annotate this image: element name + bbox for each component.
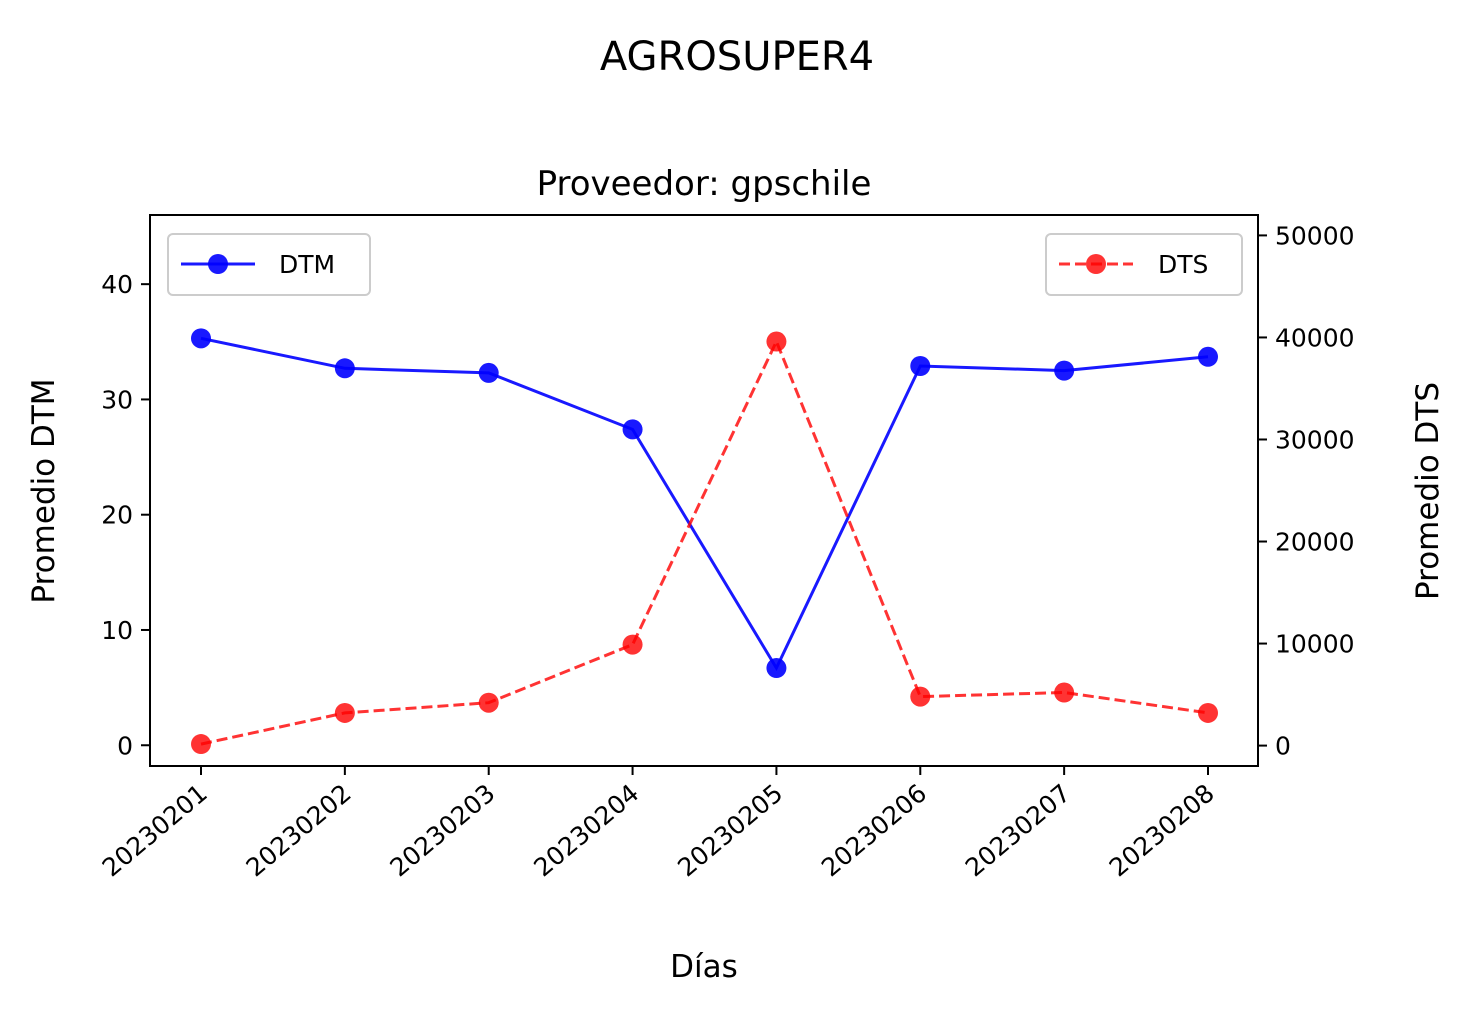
- left-y-tick-label: 20: [101, 501, 133, 530]
- legend-dtm-label: DTM: [279, 250, 335, 279]
- data-point-dts: [766, 331, 787, 352]
- right-y-axis-label: Promedio DTS: [1410, 382, 1446, 600]
- data-point-dts: [478, 692, 499, 713]
- chart-title: Proveedor: gpschile: [537, 164, 872, 204]
- data-point-dts: [334, 702, 355, 723]
- suptitle: AGROSUPER4: [600, 34, 874, 80]
- x-tick-label: 20230208: [1104, 778, 1220, 882]
- data-point-dtm: [478, 362, 499, 383]
- right-y-tick-label: 0: [1275, 732, 1291, 761]
- right-y-tick-label: 20000: [1275, 528, 1355, 557]
- data-point-dts: [910, 686, 931, 707]
- series-lines: [191, 328, 1218, 755]
- series-line-dtm: [200, 336, 1209, 672]
- x-tick-label: 20230207: [960, 778, 1076, 882]
- legend-dtm-box: [167, 233, 371, 296]
- right-y-tick-label: 40000: [1275, 323, 1355, 352]
- x-tick-label: 20230203: [384, 778, 500, 882]
- x-tick-label: 20230204: [528, 778, 644, 882]
- left-y-tick-label: 30: [101, 385, 133, 414]
- right-y-tick-label: 50000: [1275, 221, 1355, 250]
- legend-dtm-marker: [208, 254, 228, 274]
- series-line-dts: [200, 337, 1209, 746]
- data-point-dtm: [1198, 346, 1218, 367]
- left-y-tick-label: 10: [101, 616, 133, 645]
- legend-dts-label: DTS: [1158, 250, 1208, 279]
- data-point-dts: [622, 634, 643, 655]
- legend-dtm: DTM: [167, 233, 371, 296]
- legend-dts-box: [1045, 233, 1243, 296]
- data-point-dtm: [334, 358, 355, 379]
- data-point-dts: [191, 734, 211, 755]
- data-point-dtm: [766, 658, 787, 679]
- x-ticks: 20230201 20230202 20230203 20230204 20230205…: [97, 766, 1220, 882]
- left-y-axis-label: Promedio DTM: [26, 378, 62, 603]
- data-point-dtm: [1054, 360, 1075, 381]
- left-y-tick-label: 40: [101, 270, 133, 299]
- data-point-dtm: [622, 419, 643, 440]
- left-y-ticks: 0 10 20 30 40: [101, 270, 150, 760]
- x-tick-label: 20230205: [672, 778, 788, 882]
- legend-dts-marker: [1086, 254, 1106, 274]
- right-y-ticks: 0 10000 20000 30000 40000 50000: [1258, 221, 1355, 761]
- x-axis-label: Días: [670, 949, 738, 985]
- data-point-dtm: [910, 356, 931, 377]
- right-y-tick-label: 10000: [1275, 630, 1355, 659]
- data-point-dts: [1054, 682, 1075, 703]
- left-y-tick-label: 0: [117, 731, 133, 760]
- x-tick-label: 20230202: [241, 778, 357, 882]
- x-tick-label: 20230201: [97, 778, 213, 882]
- data-point-dtm: [191, 328, 211, 349]
- data-point-dts: [1198, 702, 1218, 723]
- plot-frame: [149, 214, 1259, 767]
- x-tick-label: 20230206: [816, 778, 932, 882]
- right-y-tick-label: 30000: [1275, 425, 1355, 454]
- legend-dts: DTS: [1045, 233, 1243, 296]
